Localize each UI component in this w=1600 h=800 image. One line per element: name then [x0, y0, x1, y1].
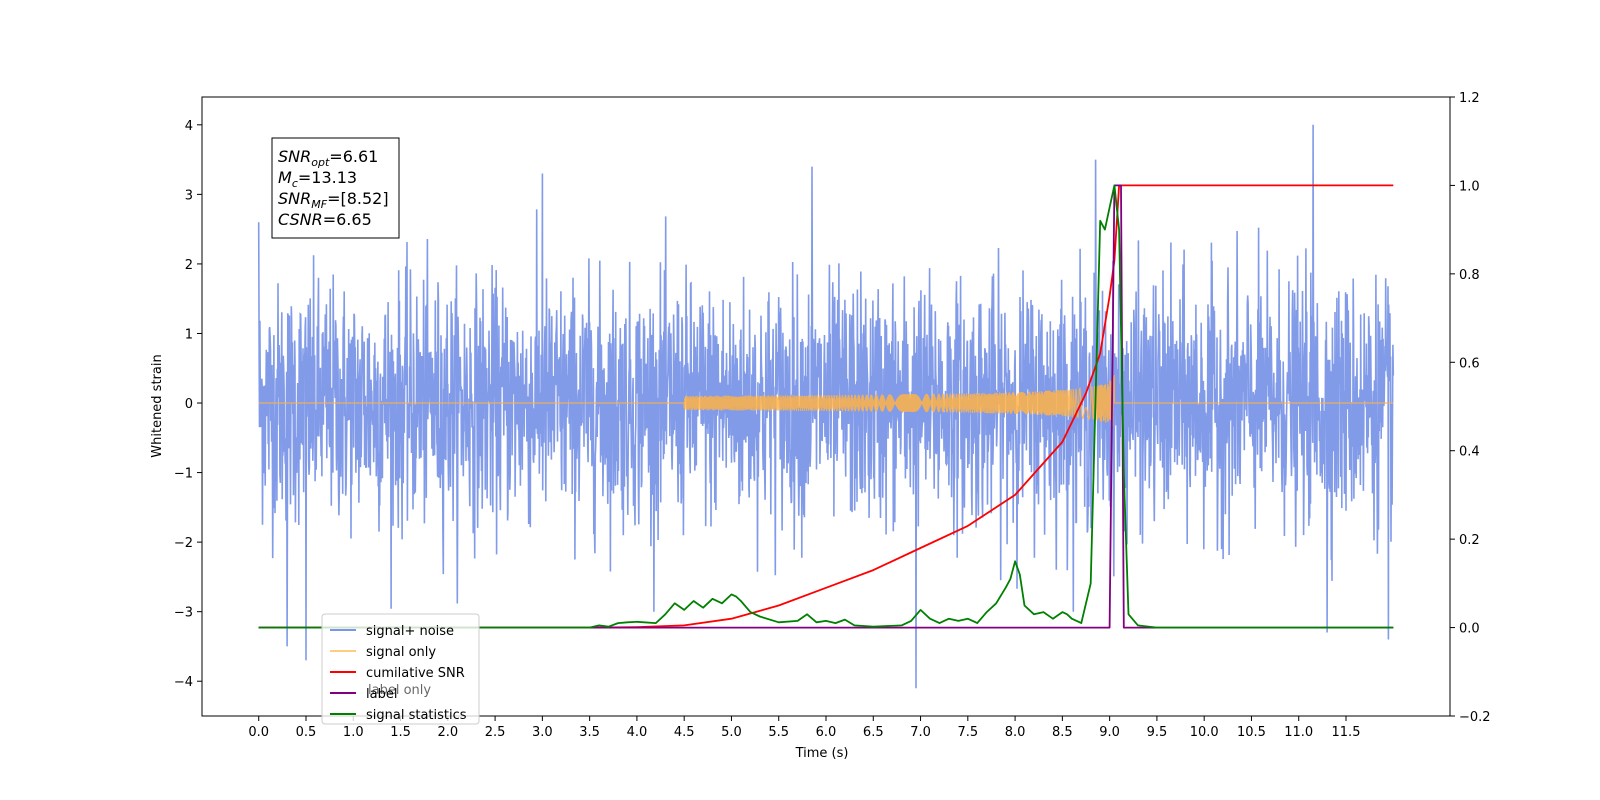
x-tick-label: 1.5: [390, 725, 411, 740]
x-tick-label: 0.5: [296, 725, 317, 740]
stats-annotation-line: SNRopt=6.61: [278, 147, 378, 169]
x-tick-label: 0.0: [248, 725, 269, 740]
y-right-tick-label: 0.2: [1459, 533, 1480, 548]
stats-annotation-line: CSNR=6.65: [278, 210, 372, 229]
legend-label: signal statistics: [366, 708, 467, 723]
x-axis-title: Time (s): [795, 746, 849, 761]
x-axis: 0.0 0.5 1.0 1.5 2.0 2.5 3.0 3.5 4.0 4.5 5.0 5.5 6.0 6…: [248, 716, 1360, 740]
y-tick-label: 4: [185, 119, 193, 134]
x-tick-label: 10.5: [1237, 725, 1266, 740]
legend-label: cumilative SNR: [366, 666, 465, 681]
series-layer: [257, 124, 1395, 689]
y-right-tick-label: 0.8: [1459, 268, 1480, 283]
series-signal-statistics: [258, 184, 1394, 629]
series-signal-only: [258, 374, 1394, 427]
legend: label only signal+ noise signal only cumila…: [321, 613, 480, 725]
x-tick-label: 10.0: [1190, 725, 1219, 740]
x-tick-label: 6.0: [816, 725, 837, 740]
stats-annotation-line: Mc=13.13: [278, 168, 357, 190]
legend-label: signal+ noise: [366, 624, 454, 639]
legend-label: signal only: [366, 645, 436, 660]
x-tick-label: 8.0: [1005, 725, 1026, 740]
y-axis-title: Whitened strain: [150, 354, 165, 457]
stats-annotation-line: SNRMF=[8.52]: [278, 189, 389, 211]
x-tick-label: 7.5: [957, 725, 978, 740]
x-tick-label: 8.5: [1052, 725, 1073, 740]
x-tick-label: 11.5: [1332, 725, 1361, 740]
y-axis-right: −0.2 0.0 0.2 0.4 0.6 0.8 1.0 1.2: [1450, 91, 1491, 725]
x-tick-label: 5.5: [768, 725, 789, 740]
x-tick-label: 3.0: [532, 725, 553, 740]
x-tick-label: 2.5: [485, 725, 506, 740]
x-tick-label: 6.5: [863, 725, 884, 740]
legend-overlap-text: label only: [368, 683, 431, 698]
y-tick-label: −3: [174, 606, 193, 621]
series-label: [258, 184, 1394, 629]
y-tick-label: 3: [185, 188, 193, 203]
y-tick-label: 0: [185, 397, 193, 412]
y-tick-label: −1: [174, 467, 193, 482]
x-tick-label: 5.0: [721, 725, 742, 740]
y-right-tick-label: 0.4: [1459, 445, 1480, 460]
stats-annotation-box: [271, 137, 400, 239]
y-right-tick-label: 0.6: [1459, 356, 1480, 371]
x-tick-label: 9.5: [1147, 725, 1168, 740]
y-tick-label: −2: [174, 536, 193, 551]
x-tick-label: 1.0: [343, 725, 364, 740]
y-tick-label: 1: [185, 327, 193, 342]
y-tick-label: 2: [185, 258, 193, 273]
x-tick-label: 9.0: [1099, 725, 1120, 740]
x-tick-label: 2.0: [437, 725, 458, 740]
legend-label: label: [366, 687, 397, 702]
x-tick-label: 7.0: [910, 725, 931, 740]
x-tick-label: 3.5: [579, 725, 600, 740]
x-tick-label: 11.0: [1284, 725, 1313, 740]
legend-box: [321, 613, 480, 725]
y-tick-label: −4: [174, 675, 193, 690]
x-tick-label: 4.5: [674, 725, 695, 740]
x-tick-label: 4.0: [627, 725, 648, 740]
y-right-tick-label: −0.2: [1459, 710, 1491, 725]
y-axis-left: −4 −3 −2 −1 0 1 2 3 4: [174, 119, 202, 690]
y-right-tick-label: 1.2: [1459, 91, 1480, 106]
y-right-tick-label: 0.0: [1459, 622, 1480, 637]
y-right-tick-label: 1.0: [1459, 179, 1480, 194]
